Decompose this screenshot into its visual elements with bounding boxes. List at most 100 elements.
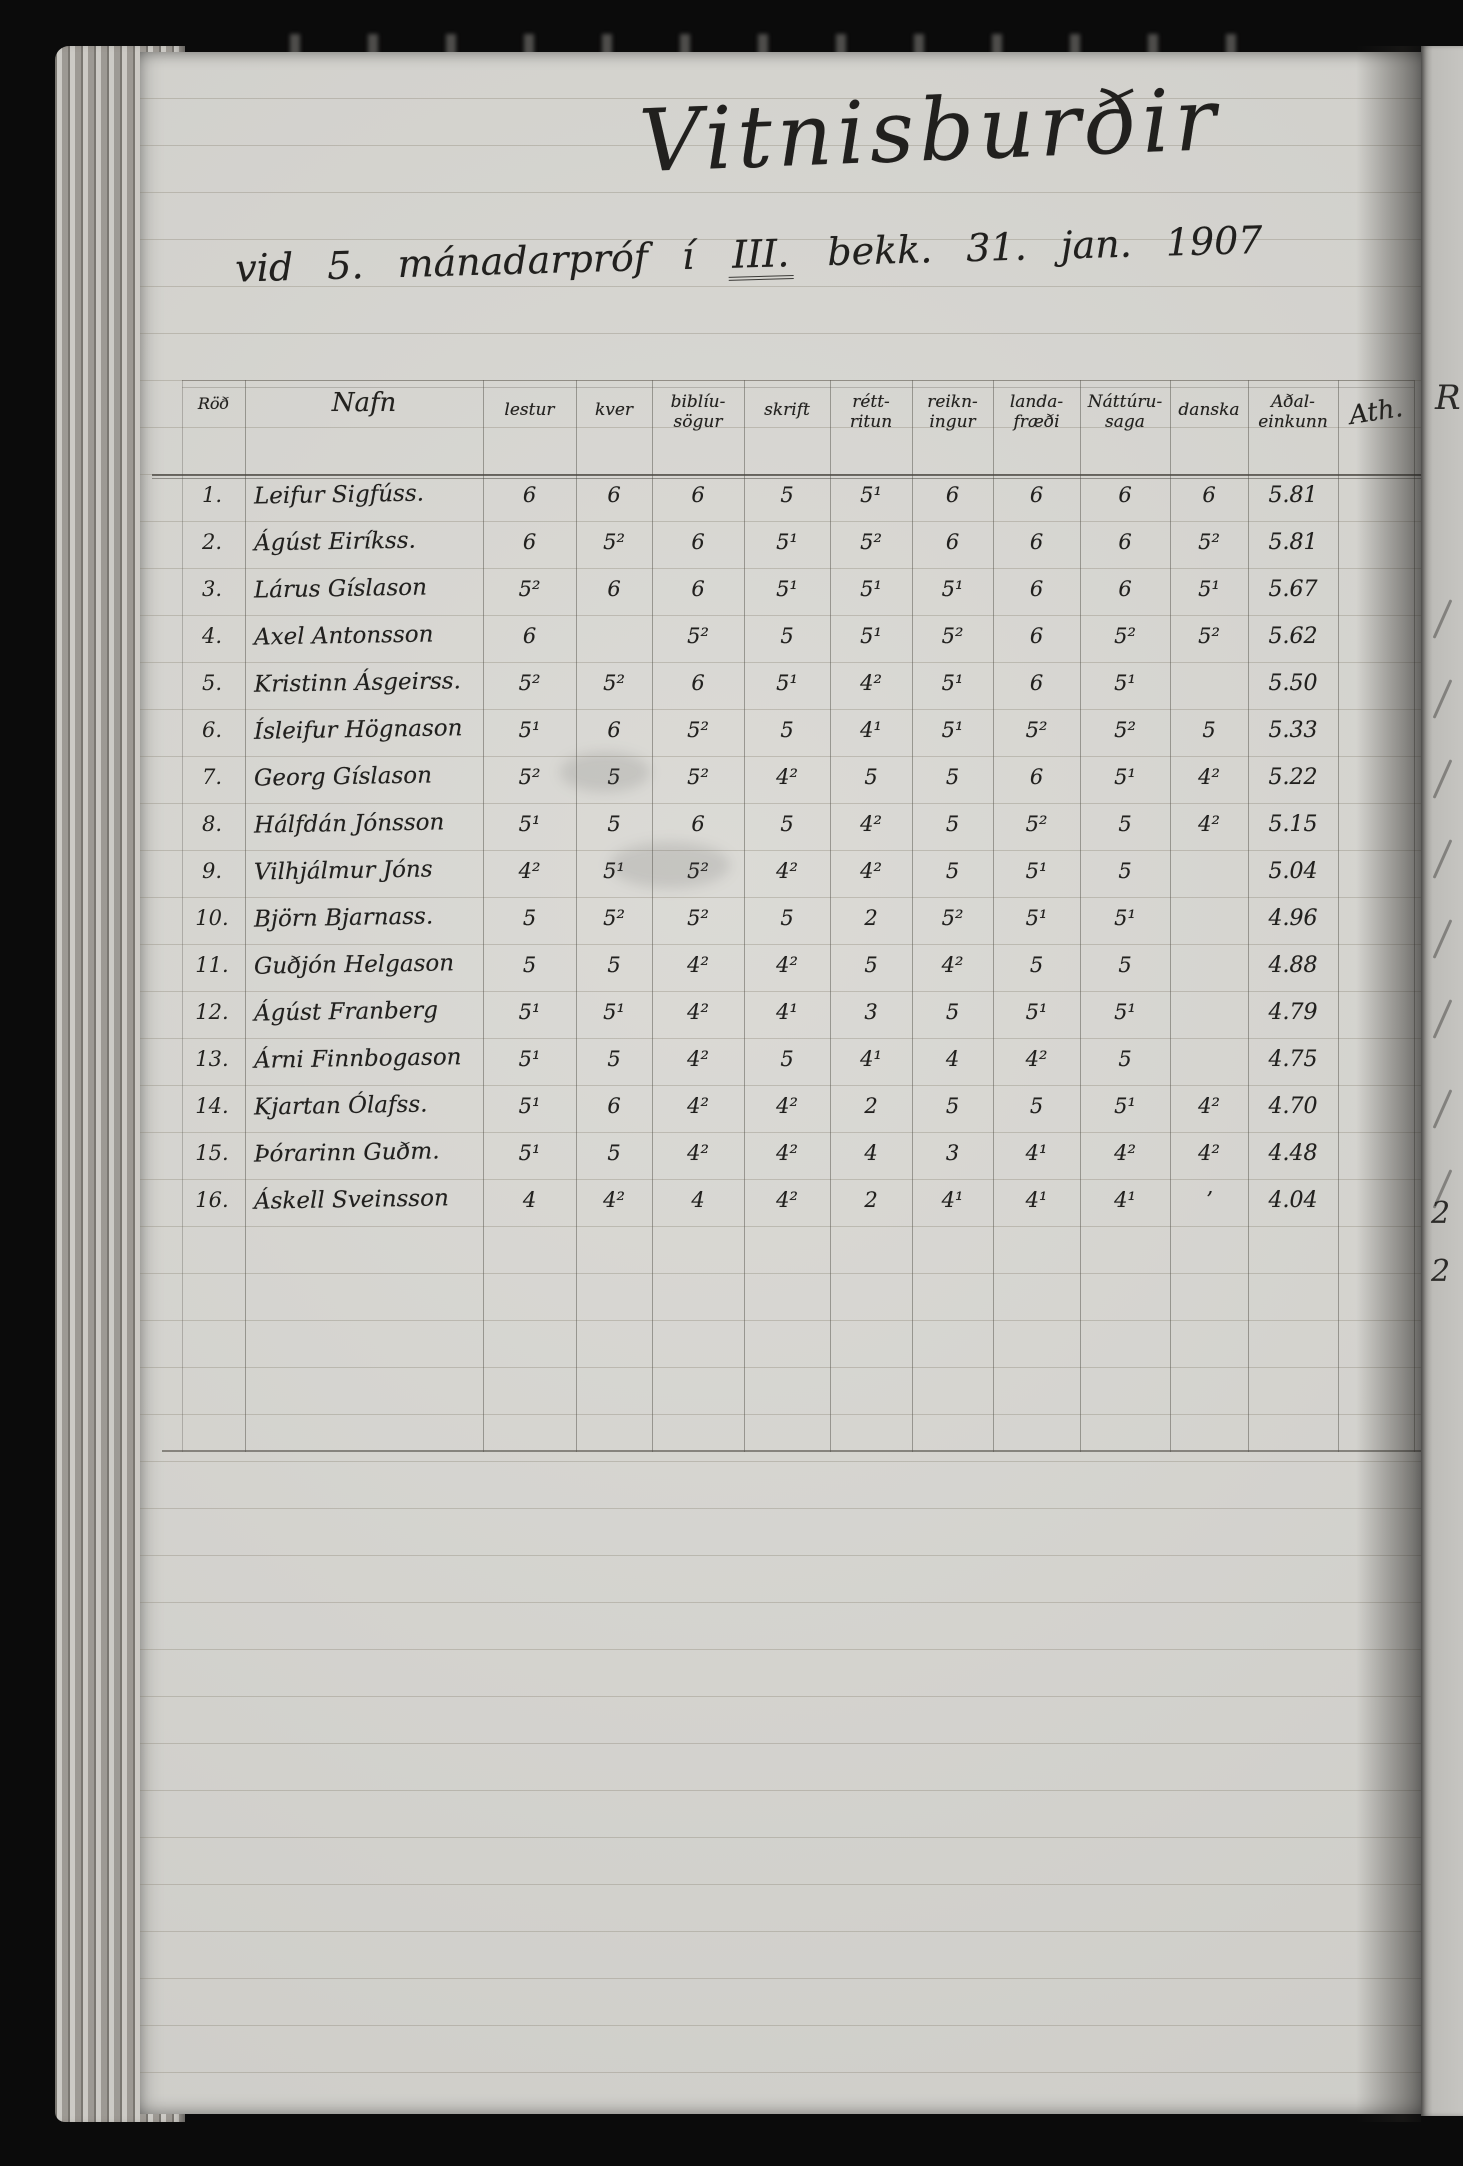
table-header-rule [152, 478, 1421, 479]
column-header-line1: skrift [764, 400, 810, 420]
grade-cell: 5¹ [860, 483, 882, 507]
grade-cell: 6 [945, 483, 960, 507]
table-column-line [912, 380, 913, 1452]
next-page-sliver: R 2 2 [1421, 46, 1463, 2116]
grade-cell: 5² [941, 906, 964, 930]
grade-cell: 5 [780, 624, 794, 648]
grade-cell: 4¹ [1025, 1141, 1048, 1165]
grade-cell: 5² [1114, 624, 1136, 648]
grade-cell: 4² [776, 765, 798, 789]
next-page-stroke-fragment [1432, 679, 1453, 719]
row-number: 12. [195, 1000, 229, 1024]
column-header: rétt-ritun [830, 392, 912, 432]
table-column-line [576, 380, 577, 1452]
grade-cell: 6 [691, 671, 705, 695]
register-page: Vitnisburðir vid 5. mánadarpróf í III. b… [140, 52, 1421, 2114]
table-column-line [652, 380, 653, 1452]
grade-cell: 5¹ [860, 624, 882, 648]
grade-cell: 5 [945, 1094, 960, 1118]
grade-cell: 4² [860, 859, 882, 883]
table-bottom-rule [162, 1450, 1421, 1452]
grade-cell: 4² [860, 671, 882, 695]
next-page-digit-fragment: 2 [1431, 1196, 1451, 1231]
grade-cell: 5 [780, 906, 794, 930]
grade-cell: 6 [522, 530, 537, 554]
grade-cell: 5¹ [941, 577, 964, 601]
grade-cell: 4² [687, 953, 709, 977]
ink-smudge [560, 752, 650, 792]
grade-cell: 6 [1029, 483, 1044, 507]
final-grade-cell: 5.67 [1268, 577, 1318, 602]
table-column-line [1080, 380, 1081, 1452]
subtitle-pre: vid 5. mánadarpróf í [234, 233, 695, 291]
grade-cell: 4¹ [1025, 1188, 1048, 1212]
grade-cell: 5¹ [776, 671, 798, 695]
grade-cell: 4² [1198, 1094, 1220, 1118]
grade-cell: 5¹ [1114, 906, 1136, 930]
table-column-line [483, 380, 484, 1452]
column-header-line2: ritun [849, 412, 893, 432]
grade-cell: 6 [691, 483, 705, 507]
column-header-line1: kver [594, 400, 634, 420]
grade-cell: 6 [691, 530, 705, 554]
student-name: Þórarinn Guðm. [253, 1138, 440, 1168]
grade-cell: 5² [1198, 530, 1220, 554]
grade-cell: 5² [687, 859, 709, 883]
grade-cell: 5² [687, 624, 709, 648]
table-column-line [1338, 380, 1339, 1452]
grade-cell: 4 [691, 1188, 705, 1212]
student-name: Árni Finnbogason [253, 1044, 462, 1074]
column-header-line2: einkunn [1258, 412, 1328, 432]
grade-cell: 5² [860, 530, 882, 554]
column-header: landa-fræði [993, 392, 1080, 432]
column-header-line1: landa- [1009, 392, 1064, 412]
grade-cell: 4¹ [860, 718, 882, 742]
grade-cell: 5 [1118, 859, 1132, 883]
grade-cell: 6 [1029, 577, 1044, 601]
next-page-digit-fragment: 2 [1431, 1254, 1451, 1289]
row-number: 6. [201, 718, 223, 742]
grade-cell: 5 [945, 1000, 960, 1024]
row-number: 16. [195, 1188, 229, 1212]
grade-cell: 4² [687, 1141, 709, 1165]
student-name: Ágúst Eiríkss. [253, 527, 417, 557]
grade-cell: 5 [864, 765, 878, 789]
grade-cell: 5¹ [941, 671, 964, 695]
student-name: Kristinn Ásgeirss. [253, 668, 462, 698]
row-number: 4. [201, 624, 223, 648]
grade-cell: 4² [776, 1188, 798, 1212]
final-grade-cell: 5.15 [1268, 812, 1318, 837]
column-header: reikn-ingur [912, 392, 993, 432]
grade-cell: 4² [1198, 765, 1220, 789]
column-header-line1: Náttúru- [1087, 392, 1163, 412]
student-name: Hálfdán Jónsson [253, 809, 445, 839]
grade-cell: 5¹ [1025, 859, 1048, 883]
column-header-line2: sögur [673, 412, 723, 432]
grade-cell: 4² [687, 1047, 709, 1071]
column-header-line1: rétt- [852, 392, 890, 412]
row-number: 9. [201, 859, 223, 883]
grade-cell: 5¹ [603, 859, 625, 883]
final-grade-cell: 4.79 [1268, 1000, 1318, 1025]
grade-cell: 5² [603, 906, 625, 930]
grade-cell: 4² [603, 1188, 625, 1212]
grade-cell: 4² [1198, 812, 1220, 836]
grade-cell: 2 [864, 1188, 878, 1212]
grade-cell: 6 [522, 624, 537, 648]
grade-cell: 6 [1118, 530, 1132, 554]
grade-cell: 6 [1029, 624, 1044, 648]
table-column-line [1170, 380, 1171, 1452]
final-grade-cell: 4.75 [1268, 1047, 1318, 1072]
grade-cell: 5¹ [518, 1094, 541, 1118]
row-number: 15. [195, 1141, 229, 1165]
next-page-stroke-fragment [1432, 759, 1453, 799]
row-number: 13. [195, 1047, 229, 1071]
next-page-stroke-fragment [1432, 919, 1453, 959]
column-header: danska [1170, 400, 1248, 420]
grade-cell: 5¹ [518, 1047, 541, 1071]
table-top-rule [182, 380, 1414, 381]
student-name: Kjartan Ólafss. [253, 1091, 428, 1121]
grade-cell: 5¹ [1025, 1000, 1048, 1024]
column-header: kver [576, 400, 652, 420]
